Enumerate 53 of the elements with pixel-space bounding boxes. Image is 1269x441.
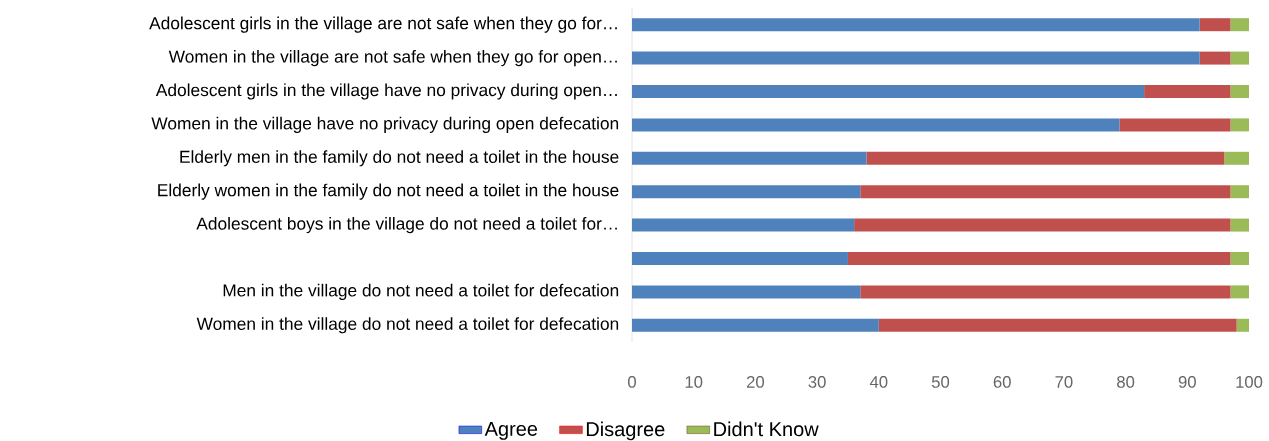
bar [632,18,1200,32]
bar [1230,118,1249,132]
legend-label: Agree [484,421,538,440]
bar [632,285,861,299]
bar [847,251,1231,265]
bar [878,318,1237,332]
bar [860,185,1231,199]
bar [632,218,855,232]
bar [632,318,879,332]
x-tick-label: 80 [1117,376,1135,388]
bar [632,84,1145,98]
x-tick-label: 40 [869,376,888,388]
bar [1230,84,1249,98]
bar [632,51,1200,65]
y-tick-label: Adolescent boys in the village do not need a toilet for… [196,217,617,234]
x-tick-label: 0 [628,376,636,388]
legend-label: Disagree [586,421,665,441]
x-tick-label: 50 [931,376,950,388]
x-tick-label: 20 [746,376,765,388]
bar [854,218,1231,232]
x-tick-label: 10 [685,376,703,388]
bar [632,251,848,265]
y-tick-label: Women in the village have no privacy during open defecation [151,116,619,133]
bar [866,151,1225,165]
y-tick-label: Adolescent girls in the village are not safe when they go for… [149,16,617,33]
x-tick-label: 30 [808,376,826,388]
bar [1230,18,1249,32]
y-tick-label: Elderly women in the family do not need a toilet in the house [158,183,619,200]
x-tick-label: 100 [1236,376,1263,388]
bar [1230,185,1249,199]
bar [1230,285,1249,299]
y-tick-label: Women in the village do not need a toilet for defecation [196,317,619,334]
bar [1236,318,1249,332]
bar [1199,51,1231,65]
y-tick-label: Men in the village do not need a toilet for defecation [223,283,619,300]
bar [632,118,1120,132]
bar [1224,151,1249,165]
y-tick-label: Elderly men in the family do not need a toilet in the house [180,150,619,167]
bar [1230,51,1249,65]
y-tick-label: Women in the village are not safe when they go for open… [168,50,617,67]
bar [860,285,1231,299]
x-tick-label: 70 [1055,376,1073,388]
bar [632,185,861,199]
bar [1230,218,1249,232]
y-tick-label: Adolescent girls in the village have no privacy during open… [155,83,617,100]
x-tick-label: 60 [993,376,1011,388]
bar [632,151,867,165]
bar [1144,84,1231,98]
bar [1199,18,1231,32]
bar [1119,118,1231,132]
x-tick-label: 90 [1178,376,1196,388]
bar [1230,251,1249,265]
legend-label: Didn't Know [714,421,819,437]
